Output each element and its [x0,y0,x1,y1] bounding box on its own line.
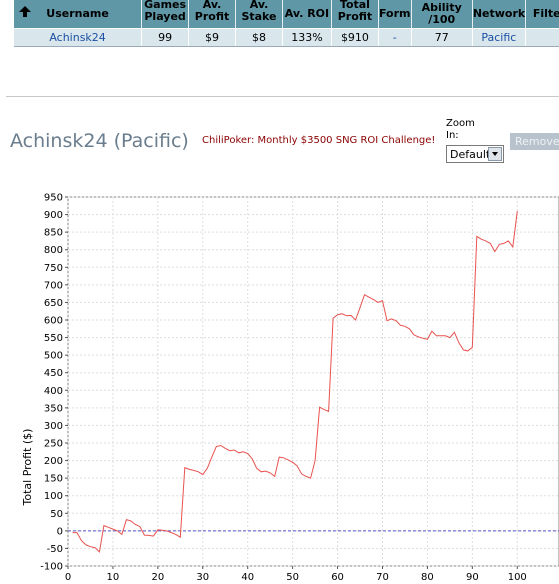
y-tick-label: 600 [44,316,63,327]
y-tick-label: 700 [44,280,63,291]
username-link[interactable]: Achinsk24 [14,28,143,47]
y-tick-label: 750 [44,263,63,274]
column-header-games-played[interactable]: Games Played [141,0,190,29]
profit-chart: -100-50050100150200250300350400450500550… [21,193,559,583]
column-header-av-stake[interactable]: Av. Stake [235,0,283,29]
y-tick-label: -50 [47,544,63,555]
column-header-ability[interactable]: Ability /100 [411,0,473,29]
x-tick-label: 80 [421,572,434,583]
zoom-selected-value: Default [450,148,491,161]
column-header-network[interactable]: Network [472,0,526,29]
y-tick-label: 100 [44,491,63,502]
y-tick-label: 300 [44,421,63,432]
network-link[interactable]: Pacific [472,28,526,47]
x-tick-label: 0 [65,572,71,583]
y-tick-label: 200 [44,456,63,467]
games-played-cell: 99 [141,28,190,47]
y-tick-label: 350 [44,403,63,414]
zoom-label: Zoom In: [446,118,475,141]
y-tick-label: -100 [40,562,63,573]
column-header-filter[interactable]: Filter [525,0,559,29]
column-header-av-profit[interactable]: Av. Profit [188,0,237,29]
chevron-down-icon[interactable] [488,147,502,161]
section-divider [6,96,559,97]
plot-area [67,196,559,567]
y-axis-ticks: -100 -50 0 50 100 150 200 250 300 350 400 450 500 550… [40,193,68,573]
av-stake-cell: $8 [235,28,283,47]
x-tick-label: 10 [107,572,120,583]
form-cell: - [378,28,412,47]
x-axis-ticks: 0 10 20 30 40 50 60 70 80 90 100 [65,566,527,583]
y-tick-label: 50 [50,509,63,520]
challenge-link[interactable]: ChiliPoker: Monthly $3500 SNG ROI Challe… [202,135,436,146]
x-tick-label: 50 [286,572,299,583]
x-tick-label: 100 [508,572,527,583]
zoom-select[interactable]: Default [446,145,504,163]
y-tick-label: 450 [44,368,63,379]
column-header-total-profit[interactable]: Total Profit [331,0,379,29]
y-tick-label: 250 [44,439,63,450]
y-tick-label: 850 [44,228,63,239]
x-tick-label: 90 [466,572,479,583]
total-profit-cell: $910 [331,28,379,47]
y-tick-label: 500 [44,351,63,362]
y-tick-label: 400 [44,386,63,397]
y-tick-label: 0 [57,526,63,537]
x-tick-label: 70 [376,572,389,583]
x-tick-label: 20 [151,572,164,583]
grid-lines [67,196,559,567]
y-tick-label: 650 [44,298,63,309]
x-tick-label: 60 [331,572,344,583]
x-tick-label: 40 [241,572,254,583]
y-tick-label: 950 [44,193,63,204]
player-title: Achinsk24 (Pacific) [10,130,189,152]
column-header-username[interactable]: Username [14,0,143,29]
column-header-form[interactable]: Form [378,0,412,29]
x-tick-label: 30 [196,572,209,583]
results-table: Username Games Played Av. Profit Av. Stake … [14,0,559,47]
av-roi-cell: 133% [282,28,332,47]
y-tick-label: 900 [44,210,63,221]
table-row: Achinsk24 99 $9 $8 133% $910 - 77 Pacifi… [14,28,559,47]
remove-button[interactable]: Remove [510,133,559,150]
y-tick-label: 800 [44,245,63,256]
av-profit-cell: $9 [188,28,237,47]
y-tick-label: 150 [44,474,63,485]
y-axis-title: Total Profit ($) [21,429,34,507]
table-header-row: Username Games Played Av. Profit Av. Stake … [14,0,559,29]
filter-remove-button[interactable]: x [525,28,559,47]
column-header-av-roi[interactable]: Av. ROI [282,0,332,29]
y-tick-label: 550 [44,333,63,344]
ability-cell: 77 [411,28,473,47]
series-line [72,211,518,553]
